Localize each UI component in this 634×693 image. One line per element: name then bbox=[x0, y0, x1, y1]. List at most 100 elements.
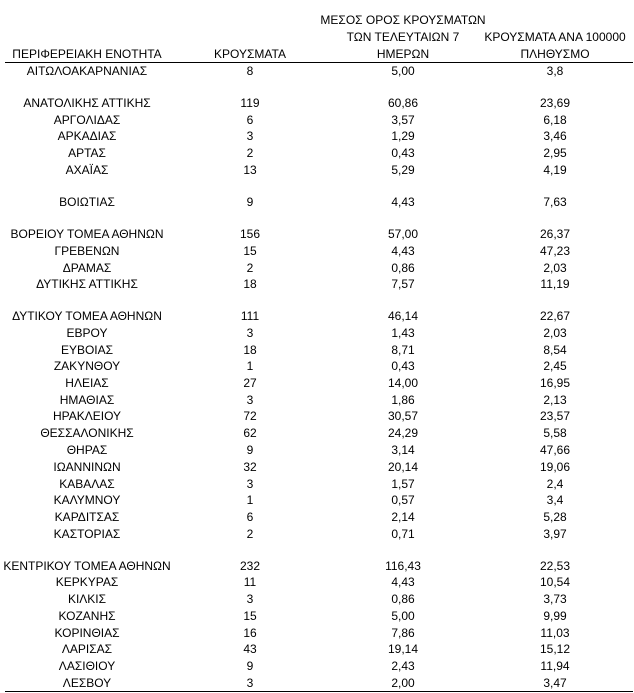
table-cell: 0,86 bbox=[391, 592, 415, 606]
table-cell: 2 bbox=[246, 261, 254, 275]
table-cell: 7,63 bbox=[543, 195, 567, 209]
table-cell: 8,54 bbox=[543, 343, 567, 357]
region-name: ΑΧΑΪΑΣ bbox=[65, 163, 109, 177]
table-cell: 3 bbox=[246, 676, 254, 690]
table-cell: 57,00 bbox=[387, 227, 419, 241]
region-name: ΛΕΣΒΟΥ bbox=[62, 676, 112, 690]
table-cell: 2,14 bbox=[391, 510, 415, 524]
table-cell: 1 bbox=[246, 493, 254, 507]
region-name: ΚΟΡΙΝΘΙΑΣ bbox=[54, 626, 120, 640]
table-cell: 0,43 bbox=[391, 359, 415, 373]
region-name: ΚΕΡΚΥΡΑΣ bbox=[55, 575, 119, 589]
table-cell: 15 bbox=[243, 609, 257, 623]
header-cell: ΜΕΣΟΣ ΟΡΟΣ ΚΡΟΥΣΜΑΤΩΝ bbox=[320, 13, 486, 27]
region-name: ΗΡΑΚΛΕΙΟΥ bbox=[52, 409, 122, 423]
table-cell: 3,4 bbox=[546, 493, 564, 507]
region-name: ΓΡΕΒΕΝΩΝ bbox=[54, 244, 120, 258]
table-cell: 2 bbox=[246, 527, 254, 541]
table-cell: 60,86 bbox=[387, 96, 419, 110]
region-name: ΚΙΛΚΙΣ bbox=[67, 592, 107, 606]
table-cell: 13 bbox=[243, 163, 257, 177]
header-rule bbox=[5, 62, 633, 63]
region-name: ΛΑΡΙΣΑΣ bbox=[61, 642, 113, 656]
region-name: ΚΑΛΥΜΝΟΥ bbox=[53, 493, 121, 507]
table-cell: 7,57 bbox=[391, 277, 415, 291]
region-name: ΑΡΤΑΣ bbox=[68, 146, 106, 160]
table-cell: 10,54 bbox=[539, 575, 571, 589]
table-cell: 3,57 bbox=[391, 113, 415, 127]
table-cell: 3,14 bbox=[391, 443, 415, 457]
table-cell: 0,43 bbox=[391, 146, 415, 160]
table-cell: 1,86 bbox=[391, 393, 415, 407]
table-cell: 6,18 bbox=[543, 113, 567, 127]
region-name: ΘΗΡΑΣ bbox=[66, 443, 108, 457]
table-cell: 32 bbox=[243, 460, 257, 474]
table-cell: 46,14 bbox=[387, 309, 419, 323]
table-cell: 2,00 bbox=[391, 676, 415, 690]
table-cell: 18 bbox=[243, 277, 257, 291]
table-cell: 3 bbox=[246, 592, 254, 606]
table-cell: 19,06 bbox=[539, 460, 571, 474]
table-cell: 18 bbox=[243, 343, 257, 357]
table-cell: 111 bbox=[240, 309, 260, 323]
table-cell: 2,03 bbox=[543, 326, 567, 340]
table-cell: 232 bbox=[239, 559, 261, 573]
table-cell: 5,00 bbox=[391, 609, 415, 623]
region-name: ΛΑΣΙΘΙΟΥ bbox=[58, 659, 116, 673]
table-cell: 3,47 bbox=[543, 676, 567, 690]
table-cell: 3 bbox=[246, 477, 254, 491]
table-cell: 30,57 bbox=[387, 409, 419, 423]
table-cell: 5,00 bbox=[391, 64, 415, 78]
region-name: ΚΕΝΤΡΙΚΟΥ ΤΟΜΕΑ ΑΘΗΝΩΝ bbox=[3, 559, 171, 573]
region-name: ΒΟΡΕΙΟΥ ΤΟΜΕΑ ΑΘΗΝΩΝ bbox=[10, 227, 164, 241]
table-cell: 15 bbox=[243, 244, 257, 258]
table-cell: 23,57 bbox=[539, 409, 571, 423]
table-cell: 9 bbox=[246, 195, 254, 209]
region-name: ΗΜΑΘΙΑΣ bbox=[59, 393, 115, 407]
table-cell: 5,28 bbox=[543, 510, 567, 524]
table-cell: 22,67 bbox=[539, 309, 571, 323]
table-cell: 5,29 bbox=[391, 163, 415, 177]
table-cell: 14,00 bbox=[387, 376, 419, 390]
table-cell: 3 bbox=[246, 326, 254, 340]
region-name: ΕΥΒΟΙΑΣ bbox=[60, 343, 114, 357]
region-name: ΑΙΤΩΛΟΑΚΑΡΝΑΝΙΑΣ bbox=[26, 64, 148, 78]
table-cell: 47,66 bbox=[539, 443, 571, 457]
table-cell: 3,8 bbox=[546, 64, 564, 78]
bottom-rule bbox=[5, 691, 633, 692]
region-name: ΑΡΚΑΔΙΑΣ bbox=[57, 129, 117, 143]
region-name: ΕΒΡΟΥ bbox=[66, 326, 108, 340]
header-cell: ΚΡΟΥΣΜΑΤΑ ΑΝΑ 100000 bbox=[484, 30, 626, 44]
table-cell: 4,43 bbox=[391, 244, 415, 258]
table-cell: 5,58 bbox=[543, 426, 567, 440]
table-cell: 9 bbox=[246, 443, 254, 457]
table-cell: 11,03 bbox=[540, 626, 570, 640]
table-cell: 47,23 bbox=[539, 244, 571, 258]
table-cell: 27 bbox=[243, 376, 257, 390]
table-cell: 19,14 bbox=[387, 642, 419, 656]
table-cell: 8,71 bbox=[391, 343, 415, 357]
table-cell: 72 bbox=[243, 409, 257, 423]
table-cell: 2,95 bbox=[543, 146, 567, 160]
region-name: ΚΑΒΑΛΑΣ bbox=[59, 477, 115, 491]
table-cell: 7,86 bbox=[391, 626, 415, 640]
region-name: ΔΡΑΜΑΣ bbox=[62, 261, 112, 275]
table-cell: 2,03 bbox=[543, 261, 567, 275]
table-cell: 3 bbox=[246, 393, 254, 407]
table-cell: 1,43 bbox=[391, 326, 415, 340]
table-cell: 3,97 bbox=[543, 527, 567, 541]
table-cell: 62 bbox=[243, 426, 257, 440]
table-cell: 43 bbox=[243, 642, 257, 656]
table-cell: 4,19 bbox=[543, 163, 567, 177]
table-cell: 11,94 bbox=[540, 659, 570, 673]
table-cell: 16 bbox=[243, 626, 257, 640]
table-cell: 11 bbox=[243, 575, 257, 589]
table-cell: 0,71 bbox=[391, 527, 415, 541]
region-name: ΔΥΤΙΚΗΣ ΑΤΤΙΚΗΣ bbox=[36, 277, 138, 291]
table-cell: 3,46 bbox=[543, 129, 567, 143]
region-name: ΑΝΑΤΟΛΙΚΗΣ ΑΤΤΙΚΗΣ bbox=[23, 96, 151, 110]
table-cell: 1,29 bbox=[391, 129, 415, 143]
table-cell: 1,57 bbox=[391, 477, 415, 491]
table-cell: 156 bbox=[239, 227, 261, 241]
